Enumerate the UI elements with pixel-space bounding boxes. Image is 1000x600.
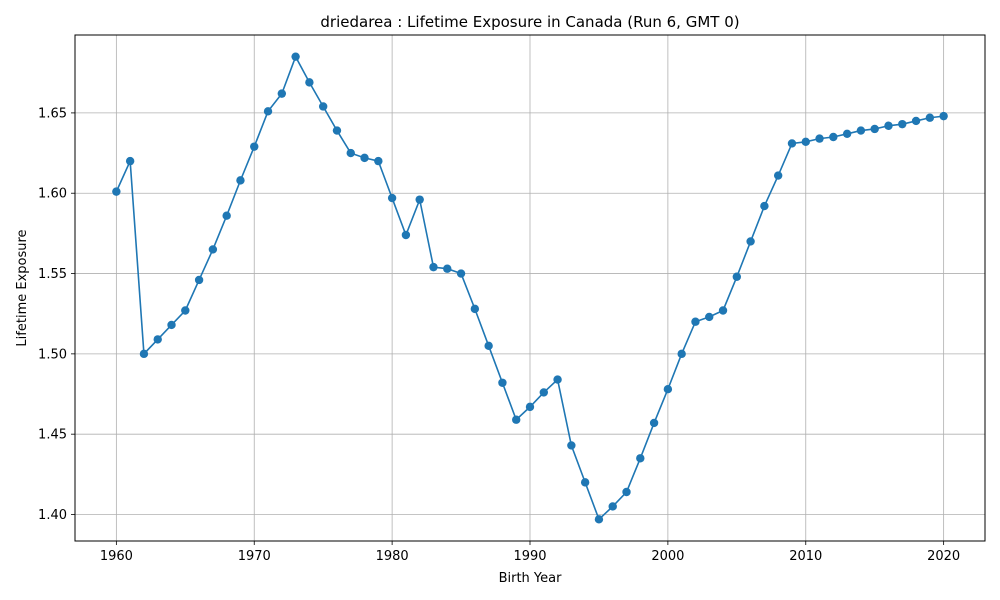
data-point xyxy=(208,245,218,254)
data-point xyxy=(567,441,576,450)
data-point xyxy=(236,176,245,185)
chart-title: driedarea : Lifetime Exposure in Canada … xyxy=(320,13,739,31)
data-point xyxy=(374,156,383,166)
data-point xyxy=(925,113,935,122)
data-point xyxy=(842,129,852,138)
x-tick-label: 2020 xyxy=(927,549,960,564)
data-point xyxy=(856,126,866,135)
y-axis: 1.40 1.45 1.50 1.55 1.60 1.65 xyxy=(38,106,75,523)
x-tick-label: 1980 xyxy=(376,549,409,564)
data-point xyxy=(815,134,824,143)
data-point xyxy=(911,116,921,126)
data-point xyxy=(456,269,466,278)
data-point xyxy=(498,378,507,387)
data-point xyxy=(732,272,742,281)
series-layer xyxy=(112,52,948,524)
y-tick-label: 1.40 xyxy=(38,508,67,523)
data-point xyxy=(112,187,121,196)
data-point xyxy=(705,312,714,322)
data-point xyxy=(332,126,342,135)
data-point xyxy=(580,478,590,487)
data-point xyxy=(291,52,300,61)
x-axis-label: Birth Year xyxy=(499,571,563,586)
data-point xyxy=(594,515,604,524)
data-point xyxy=(939,111,948,121)
data-point xyxy=(263,107,273,116)
data-point xyxy=(125,156,135,166)
data-point xyxy=(181,306,190,315)
data-point xyxy=(760,201,769,211)
data-point xyxy=(801,137,810,147)
data-point xyxy=(387,193,397,203)
data-point xyxy=(746,237,755,246)
data-point xyxy=(884,121,893,130)
data-point xyxy=(222,211,231,220)
x-tick-label: 1960 xyxy=(100,549,133,564)
data-point xyxy=(512,415,521,424)
data-point xyxy=(415,195,424,204)
data-point xyxy=(718,306,728,315)
data-point xyxy=(691,317,700,326)
data-point xyxy=(773,171,783,180)
data-point xyxy=(429,262,438,272)
y-tick-label: 1.45 xyxy=(38,428,67,443)
data-point xyxy=(622,487,631,497)
x-tick-label: 2010 xyxy=(789,549,822,564)
data-point xyxy=(401,230,411,240)
data-point xyxy=(663,385,673,394)
y-tick-label: 1.50 xyxy=(38,347,67,362)
data-point xyxy=(525,402,535,412)
grid xyxy=(75,35,985,541)
data-point xyxy=(649,418,659,428)
data-point xyxy=(898,119,907,129)
data-point xyxy=(829,132,838,142)
data-point xyxy=(870,124,879,134)
x-tick-label: 2000 xyxy=(651,549,684,564)
data-point xyxy=(539,388,548,397)
data-point xyxy=(250,142,259,151)
data-point xyxy=(277,89,287,98)
data-point xyxy=(346,148,355,158)
x-axis: 1960 1970 1980 1990 2000 2010 2020 xyxy=(100,541,960,564)
data-point xyxy=(636,454,645,463)
data-point xyxy=(305,78,314,87)
y-tick-label: 1.65 xyxy=(38,106,67,121)
y-tick-label: 1.60 xyxy=(38,187,67,202)
data-point xyxy=(470,304,480,314)
data-point xyxy=(167,320,176,330)
data-point xyxy=(608,502,617,511)
data-point xyxy=(139,349,149,359)
x-tick-label: 1970 xyxy=(238,549,271,564)
data-point xyxy=(194,275,204,285)
y-tick-label: 1.55 xyxy=(38,267,67,282)
data-point xyxy=(787,139,797,148)
data-point xyxy=(318,102,328,111)
data-point xyxy=(677,349,686,359)
data-point xyxy=(360,153,369,163)
data-point xyxy=(484,341,493,351)
data-point xyxy=(443,264,452,273)
y-axis-label: Lifetime Exposure xyxy=(15,229,30,346)
x-tick-label: 1990 xyxy=(513,549,546,564)
data-point xyxy=(153,335,162,344)
data-point xyxy=(553,375,562,384)
